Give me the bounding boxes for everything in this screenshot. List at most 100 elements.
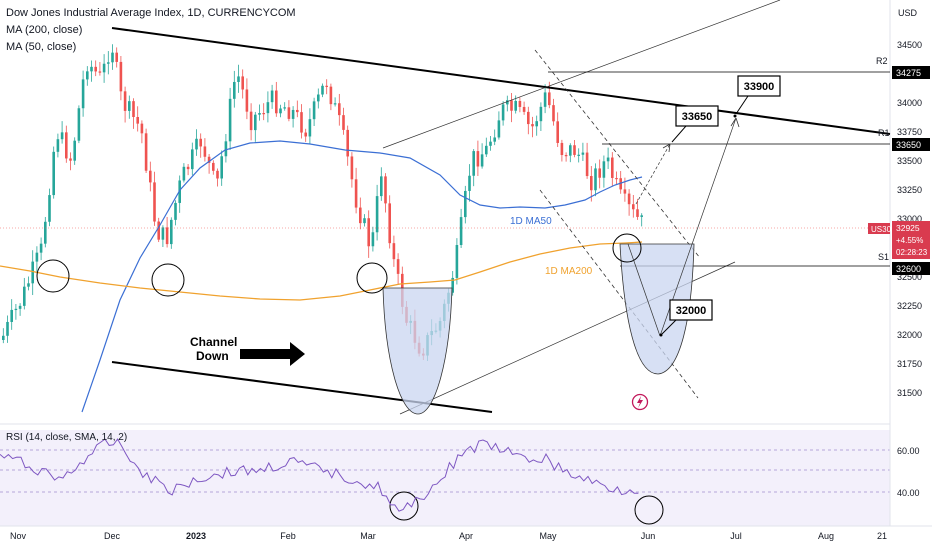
countdown-timer: 02:28:23 — [896, 248, 928, 257]
channel-label-line2: Down — [196, 349, 229, 363]
candle-body — [350, 156, 354, 180]
candle-body — [283, 107, 286, 109]
candle-body — [107, 62, 110, 64]
time-tick-label: Dec — [104, 531, 121, 541]
price-tick-label: 34000 — [897, 98, 922, 108]
candle-body — [90, 66, 93, 72]
candle-body — [342, 115, 345, 130]
candle-body — [44, 221, 47, 244]
candle-body — [606, 157, 610, 162]
price-tick-label: 33250 — [897, 185, 922, 195]
target-33650-text: 33650 — [682, 111, 713, 123]
time-axis[interactable]: Nov Dec 2023 Feb Mar Apr May Jun Jul Aug 21 — [10, 531, 887, 541]
candle-body — [182, 166, 186, 181]
candle-body — [287, 107, 291, 119]
candle-body — [564, 155, 568, 157]
candle-body — [115, 52, 118, 62]
target-33650-callout[interactable]: 33650 — [671, 105, 719, 143]
candle-body — [23, 286, 26, 306]
candle-body — [359, 207, 362, 224]
candle-body — [14, 308, 18, 311]
candle-body — [144, 133, 148, 171]
channel-down-upper-line — [111, 27, 891, 135]
candle-body — [371, 232, 375, 247]
candle-body — [325, 85, 328, 87]
current-price-tag — [892, 221, 930, 259]
price-tick-label: 34500 — [897, 40, 922, 50]
target-33900-callout[interactable]: 33900 — [733, 75, 781, 118]
candle-body — [212, 162, 215, 171]
ma50-indicator-label[interactable]: MA (50, close) — [6, 41, 77, 53]
price-tick-label: 32500 — [897, 272, 922, 282]
candle-body — [31, 261, 34, 284]
candle-body — [35, 252, 39, 262]
candle-body — [548, 92, 551, 106]
candle-body — [518, 100, 522, 107]
candle-body — [459, 217, 463, 246]
candle-body — [165, 227, 169, 245]
candle-body — [304, 132, 307, 137]
lightning-icon[interactable] — [631, 393, 649, 411]
candle-body — [611, 157, 614, 178]
candle-body — [464, 190, 467, 218]
candle-body — [161, 227, 165, 240]
price-tick-label: 31750 — [897, 359, 922, 369]
rsi-indicator-label[interactable]: RSI (14, close, SMA, 14, 2) — [6, 432, 127, 443]
price-tick-label: 32000 — [897, 330, 922, 340]
candle-body — [254, 114, 257, 131]
candle-body — [363, 218, 366, 224]
time-tick-label: May — [539, 531, 557, 541]
r2-value: 34275 — [896, 68, 921, 78]
price-axis[interactable]: 3450034250340003375033500332503300032750… — [897, 40, 922, 398]
candle-body — [300, 112, 303, 133]
candle-body — [249, 111, 253, 131]
candle-body — [111, 52, 114, 63]
r1-value: 33650 — [896, 140, 921, 150]
ma200-annotation: 1D MA200 — [545, 266, 593, 277]
candle-body — [623, 189, 627, 194]
price-tick-label: 31500 — [897, 388, 922, 398]
rsi-tick-40: 40.00 — [897, 488, 920, 498]
time-tick-label: Feb — [280, 531, 296, 541]
channel-down-arrow-icon — [240, 342, 305, 366]
symbol-text: US30 — [871, 225, 892, 234]
candle-body — [510, 100, 513, 111]
candle-body — [296, 109, 299, 113]
candle-body — [174, 202, 177, 220]
candle-body — [98, 71, 102, 73]
candle-body — [577, 154, 580, 156]
channel-label-line1: Channel — [190, 335, 237, 349]
candle-body — [140, 123, 144, 134]
candle-body — [598, 168, 601, 178]
candle-body — [207, 156, 211, 163]
candle-body — [346, 129, 349, 157]
candle-body — [581, 152, 585, 155]
currency-label: USD — [898, 8, 918, 18]
ma200-indicator-label[interactable]: MA (200, close) — [6, 24, 83, 36]
candle-body — [312, 101, 316, 120]
candle-body — [472, 151, 475, 176]
rsi-low-circle — [389, 491, 419, 521]
candle-body — [153, 182, 156, 222]
s1-value-tag — [892, 262, 930, 275]
candle-body — [199, 138, 202, 147]
candle-body — [556, 121, 559, 143]
candle-body — [619, 178, 622, 190]
candle-body — [388, 203, 391, 244]
target-32000-callout[interactable]: 32000 — [659, 299, 713, 337]
candle-body — [128, 101, 131, 111]
candle-body — [585, 152, 589, 177]
candle-body — [65, 132, 68, 159]
candle-body — [6, 321, 9, 336]
candle-body — [317, 94, 320, 102]
candle-body — [590, 176, 593, 191]
candle-body — [136, 117, 139, 124]
symbol-tag — [868, 223, 890, 234]
candle-body — [27, 283, 30, 287]
candle-body — [380, 176, 383, 197]
chart-title[interactable]: Dow Jones Industrial Average Index, 1D, … — [6, 7, 296, 19]
candle-body — [73, 140, 76, 161]
ma200-touch-circle — [151, 263, 185, 297]
candle-body — [396, 259, 400, 274]
